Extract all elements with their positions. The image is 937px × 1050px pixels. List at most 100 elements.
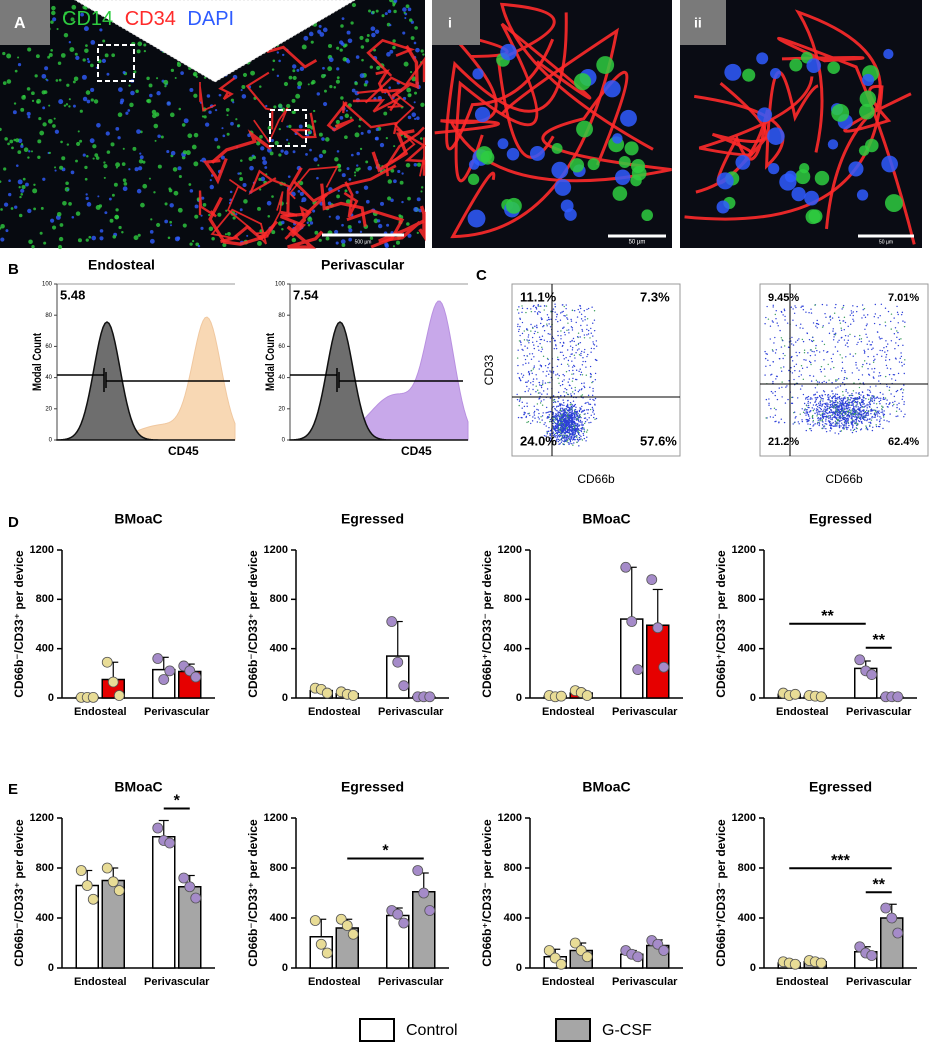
event <box>571 429 572 430</box>
event <box>576 423 577 424</box>
event <box>802 408 803 409</box>
cell <box>99 236 103 240</box>
event <box>771 391 772 392</box>
event <box>902 320 903 321</box>
cell <box>149 84 153 88</box>
event <box>799 352 800 353</box>
event <box>815 354 816 355</box>
event <box>865 428 866 429</box>
event <box>836 411 837 412</box>
event <box>879 421 880 422</box>
cell <box>86 90 91 95</box>
cell <box>100 229 104 233</box>
event <box>781 371 782 372</box>
event <box>530 382 531 383</box>
cell <box>189 88 193 92</box>
cell <box>249 166 254 171</box>
event <box>565 357 566 358</box>
event <box>881 338 882 339</box>
event <box>562 409 563 410</box>
event <box>822 398 823 399</box>
event <box>560 410 561 411</box>
event <box>561 352 562 353</box>
event <box>772 320 773 321</box>
event <box>524 346 525 347</box>
event <box>799 327 800 328</box>
event <box>590 352 591 353</box>
event <box>901 365 902 366</box>
event <box>565 315 566 316</box>
event <box>558 422 559 423</box>
event <box>540 402 541 403</box>
event <box>584 423 585 424</box>
event <box>764 323 765 324</box>
event <box>851 419 852 420</box>
event <box>825 419 826 420</box>
event <box>594 344 595 345</box>
event <box>863 350 864 351</box>
cell <box>55 170 57 172</box>
event <box>578 433 579 434</box>
event <box>588 417 589 418</box>
cell <box>756 52 768 64</box>
event <box>808 312 809 313</box>
event <box>560 342 561 343</box>
event <box>897 312 898 313</box>
y-axis-title: CD33 <box>482 354 496 385</box>
event <box>841 408 842 409</box>
y-axis-title: CD66b⁺/CD33⁻ per device <box>714 550 728 698</box>
event <box>520 398 521 399</box>
cell <box>190 189 194 193</box>
event <box>826 423 827 424</box>
event <box>808 396 809 397</box>
cell <box>50 219 54 223</box>
cell <box>278 104 282 108</box>
event <box>788 347 789 348</box>
event <box>582 361 583 362</box>
event <box>862 392 863 393</box>
event <box>533 412 534 413</box>
event <box>792 397 793 398</box>
event <box>898 373 899 374</box>
cell <box>857 189 868 200</box>
event <box>821 371 822 372</box>
y-tick-label: 1200 <box>498 544 522 556</box>
event <box>552 423 553 424</box>
event <box>533 368 534 369</box>
cell <box>139 153 141 155</box>
cell <box>768 163 779 174</box>
event <box>557 419 558 420</box>
cell <box>208 111 211 114</box>
event <box>541 365 542 366</box>
event <box>822 400 823 401</box>
panel-label: ii <box>694 15 702 31</box>
cell <box>415 48 420 53</box>
event <box>829 395 830 396</box>
cell <box>227 232 231 236</box>
event <box>859 339 860 340</box>
event <box>808 405 809 406</box>
cell <box>259 85 262 88</box>
event <box>543 356 544 357</box>
event <box>578 445 579 446</box>
event <box>851 421 852 422</box>
event <box>829 400 830 401</box>
event <box>872 395 873 396</box>
data-point <box>627 617 637 627</box>
event <box>847 346 848 347</box>
data-point <box>621 562 631 572</box>
cell <box>410 71 412 73</box>
event <box>561 442 562 443</box>
cell <box>71 171 75 175</box>
event <box>784 355 785 356</box>
cell <box>360 148 362 150</box>
cell <box>48 105 50 107</box>
cell <box>137 42 142 47</box>
event <box>584 431 585 432</box>
event <box>814 402 815 403</box>
event <box>546 425 547 426</box>
event <box>562 408 563 409</box>
cell <box>588 158 600 170</box>
cell <box>37 139 41 143</box>
